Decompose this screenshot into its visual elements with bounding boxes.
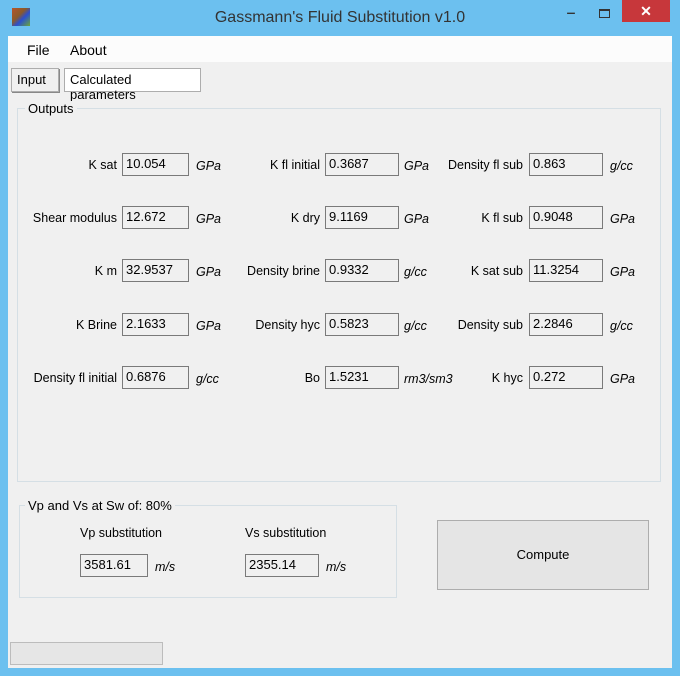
density-sub-unit: g/cc	[610, 319, 633, 333]
outputs-group	[17, 108, 661, 482]
bo-label: Bo	[304, 371, 320, 385]
menu-file[interactable]: File	[27, 42, 50, 58]
k-sat-value[interactable]: 10.054	[122, 153, 189, 176]
k-sat-sub-label: K sat sub	[470, 264, 523, 278]
density-sub-label: Density sub	[457, 318, 523, 332]
k-dry-label: K dry	[290, 211, 320, 225]
k-hyc-label: K hyc	[491, 371, 523, 385]
k-dry-value[interactable]: 9.1169	[325, 206, 399, 229]
k-sat-sub-unit: GPa	[610, 265, 636, 279]
k-sat-unit: GPa	[196, 159, 222, 173]
maximize-button[interactable]	[592, 4, 618, 28]
menu-bar	[8, 36, 672, 62]
density-hyc-value[interactable]: 0.5823	[325, 313, 399, 336]
menu-about[interactable]: About	[70, 42, 107, 58]
k-fl-sub-label: K fl sub	[481, 211, 523, 225]
vs-value[interactable]: 2355.14	[245, 554, 319, 577]
density-hyc-unit: g/cc	[404, 319, 427, 333]
vs-unit: m/s	[326, 560, 347, 574]
k-fl-sub-unit: GPa	[610, 212, 636, 226]
density-brine-unit: g/cc	[404, 265, 427, 279]
close-button[interactable]: ✕	[622, 0, 670, 22]
density-fl-sub-value[interactable]: 0.863	[529, 153, 603, 176]
velocity-group-title: Vp and Vs at Sw of: 80%	[25, 498, 175, 513]
k-fl-initial-unit: GPa	[404, 159, 430, 173]
vp-unit: m/s	[155, 560, 176, 574]
k-sat-label: K sat	[88, 158, 118, 172]
compute-button[interactable]: Compute	[437, 520, 649, 590]
k-dry-unit: GPa	[404, 212, 430, 226]
k-m-unit: GPa	[196, 265, 222, 279]
k-brine-label: K Brine	[76, 318, 117, 332]
density-fl-initial-value[interactable]: 0.6876	[122, 366, 189, 389]
shear-modulus-unit: GPa	[196, 212, 222, 226]
density-hyc-label: Density hyc	[255, 318, 320, 332]
k-fl-initial-value[interactable]: 0.3687	[325, 153, 399, 176]
vs-label: Vs substitution	[245, 526, 327, 540]
density-brine-label: Density brine	[247, 264, 320, 278]
bo-unit: rm3/sm3	[404, 372, 453, 386]
density-fl-initial-label: Density fl initial	[33, 371, 117, 385]
k-brine-value[interactable]: 2.1633	[122, 313, 189, 336]
k-brine-unit: GPa	[196, 319, 222, 333]
shear-modulus-label: Shear modulus	[32, 211, 117, 225]
k-m-label: K m	[94, 264, 117, 278]
k-fl-sub-value[interactable]: 0.9048	[529, 206, 603, 229]
vp-value[interactable]: 3581.61	[80, 554, 148, 577]
k-sat-sub-value[interactable]: 11.3254	[529, 259, 603, 282]
k-hyc-value[interactable]: 0.272	[529, 366, 603, 389]
density-sub-value[interactable]: 2.2846	[529, 313, 603, 336]
window-title: Gassmann's Fluid Substitution v1.0	[214, 9, 466, 26]
outputs-group-title: Outputs	[25, 101, 77, 116]
density-fl-sub-label: Density fl sub	[447, 158, 523, 172]
density-brine-value[interactable]: 0.9332	[325, 259, 399, 282]
k-fl-initial-label: K fl initial	[269, 158, 320, 172]
maximize-icon	[599, 9, 610, 18]
vp-label: Vp substitution	[80, 526, 162, 540]
shear-modulus-value[interactable]: 12.672	[122, 206, 189, 229]
k-m-value[interactable]: 32.9537	[122, 259, 189, 282]
velocity-group	[19, 505, 397, 598]
k-hyc-unit: GPa	[610, 372, 636, 386]
progress-bar	[10, 642, 163, 665]
tab-calculated-parameters[interactable]: Calculated parameters	[64, 68, 201, 102]
density-fl-initial-unit: g/cc	[196, 372, 219, 386]
bo-value[interactable]: 1.5231	[325, 366, 399, 389]
minimize-button[interactable]: ‒	[567, 4, 575, 20]
density-fl-sub-unit: g/cc	[610, 159, 633, 173]
app-icon	[12, 8, 30, 26]
tab-input[interactable]: Input	[11, 68, 59, 92]
